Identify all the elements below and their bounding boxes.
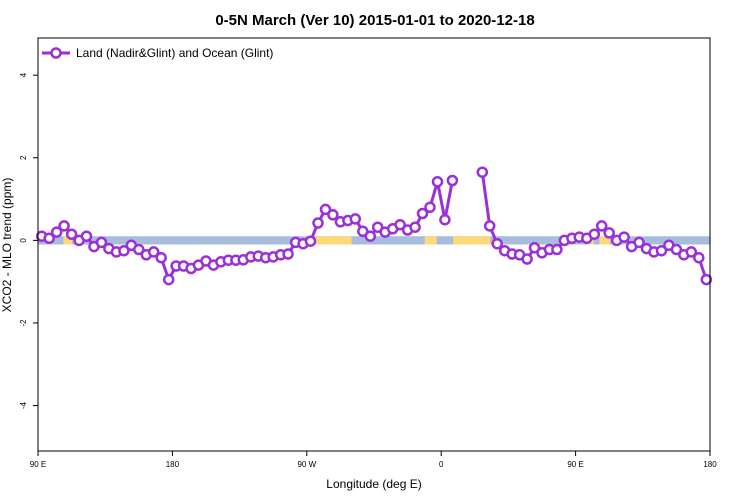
data-point [491, 237, 503, 250]
x-tick-label: 90 E [567, 460, 583, 469]
data-point [439, 213, 451, 226]
data-point [147, 246, 160, 258]
data-point [603, 227, 615, 239]
data-point [521, 253, 533, 265]
series-line [480, 171, 708, 281]
data-point [655, 244, 668, 257]
land-band [424, 236, 437, 245]
legend: Land (Nadir&Glint) and Ocean (Glint) [42, 46, 273, 60]
data-point [685, 246, 698, 258]
data-point [424, 201, 436, 214]
data-point [80, 230, 93, 242]
y-tick-label: 2 [19, 155, 28, 160]
data-point [319, 203, 332, 216]
data-point [595, 220, 608, 232]
data-point [409, 221, 421, 233]
x-axis-label: Longitude (deg E) [326, 477, 421, 491]
y-tick-label: 4 [19, 72, 28, 77]
y-tick-label: -4 [19, 401, 28, 409]
land-band [453, 236, 491, 245]
data-point [162, 273, 175, 286]
x-axis: 90 E 180 90 W 0 90 E 180 [30, 451, 717, 469]
data-point [58, 220, 70, 232]
y-tick-label: 0 [19, 238, 28, 243]
data-point [394, 218, 406, 231]
y-axis-label: XCO2 - MLO trend (ppm) [0, 178, 14, 313]
x-tick-label: 90 W [297, 460, 316, 469]
data-point [483, 220, 496, 232]
data-point [431, 175, 444, 188]
legend-label: Land (Nadir&Glint) and Ocean (Glint) [76, 46, 273, 60]
data-point [327, 209, 339, 221]
data-point [588, 228, 601, 240]
data-point [476, 166, 489, 178]
data-point [118, 244, 130, 257]
land-band [315, 236, 352, 245]
y-tick-label: -2 [19, 319, 28, 327]
plot-frame [37, 37, 711, 452]
x-tick-label: 90 E [30, 460, 46, 469]
data-point [551, 243, 563, 256]
data-point [670, 243, 683, 256]
data-point [364, 230, 377, 242]
data-point [312, 217, 324, 229]
data-point [446, 174, 459, 187]
land-band [599, 236, 610, 245]
data-point [349, 213, 362, 225]
data-point [700, 273, 713, 286]
data-point [618, 231, 630, 243]
y-axis: 4 2 0 -2 -4 [19, 72, 38, 409]
data-point [282, 248, 294, 260]
data-point [416, 207, 429, 220]
chart-title: 0-5N March (Ver 10) 2015-01-01 to 2020-1… [215, 12, 534, 29]
land-band [63, 236, 73, 245]
data-point [633, 236, 645, 249]
x-tick-label: 180 [166, 460, 180, 469]
data-point [693, 251, 705, 264]
data-point [65, 228, 78, 240]
data-point [133, 243, 145, 256]
data-point [155, 251, 167, 264]
legend-marker [50, 47, 62, 59]
data-point [304, 235, 317, 247]
data-point [43, 232, 55, 245]
data-point [50, 226, 63, 238]
x-tick-label: 180 [703, 460, 717, 469]
series-layer [35, 166, 713, 286]
data-point [528, 242, 541, 254]
x-tick-label: 0 [439, 460, 444, 469]
data-point [95, 236, 108, 249]
